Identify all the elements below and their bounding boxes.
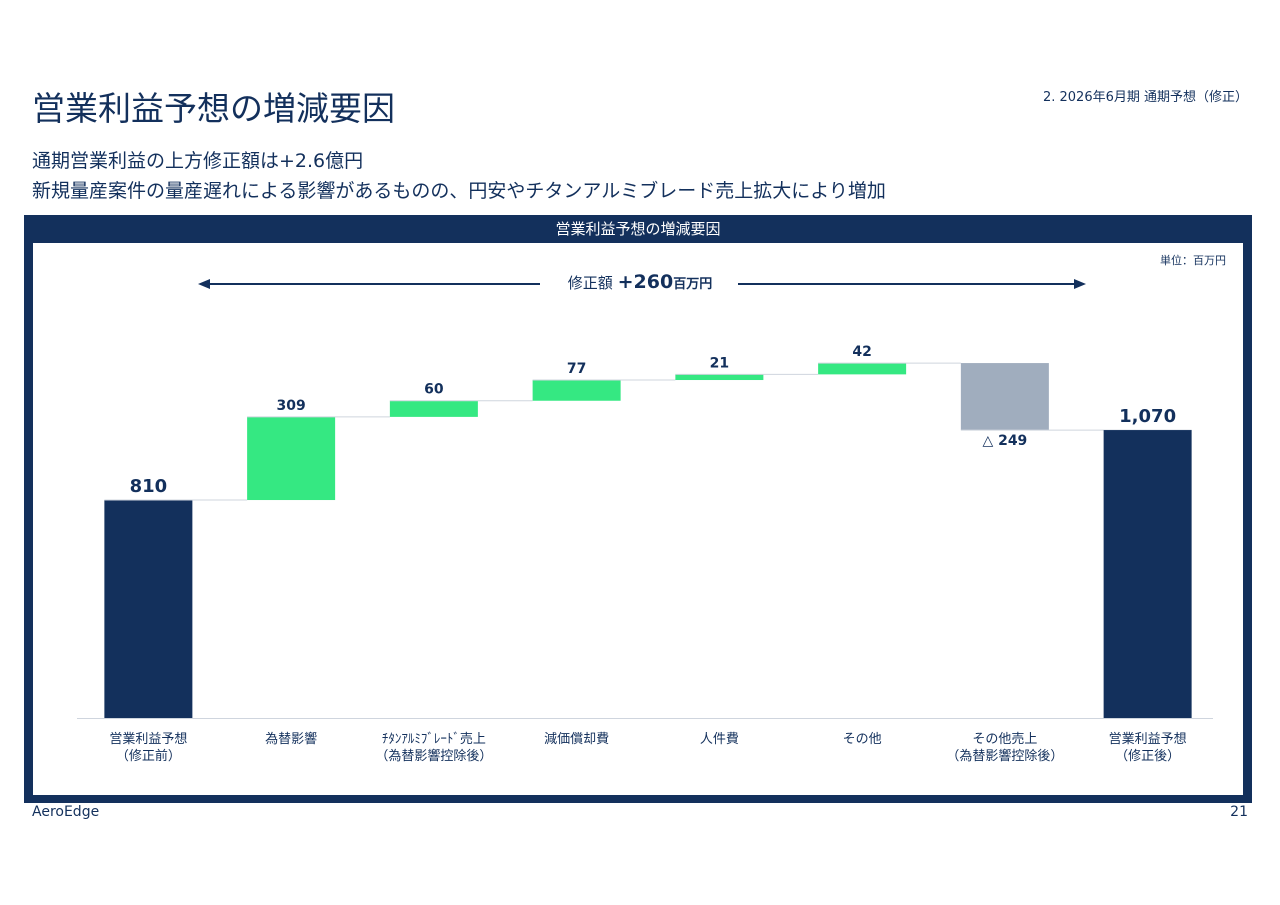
category-label: 人件費 bbox=[699, 732, 739, 747]
category-label: 営業利益予想 （修正前） bbox=[109, 732, 188, 764]
category-label: 減価償却費 bbox=[544, 732, 610, 747]
bar bbox=[1103, 430, 1192, 718]
value-label: 42 bbox=[852, 344, 871, 360]
bar bbox=[247, 416, 336, 501]
bar bbox=[960, 363, 1049, 431]
chart-panel bbox=[33, 243, 1243, 795]
footer-company: AeroEdge bbox=[32, 804, 100, 820]
page-number: 21 bbox=[1230, 804, 1248, 820]
value-label: △ 249 bbox=[982, 433, 1027, 449]
category-label: 為替影響 bbox=[265, 732, 318, 747]
annotation-prefix: 修正額 bbox=[567, 274, 613, 292]
value-label: 60 bbox=[424, 382, 444, 398]
unit-note: 単位：百万円 bbox=[1160, 254, 1226, 267]
annotation: 修正額 +260百万円 bbox=[540, 271, 740, 293]
value-label: 810 bbox=[130, 476, 168, 497]
bar bbox=[675, 374, 764, 381]
slide-title: 営業利益予想の増減要因 bbox=[32, 89, 395, 128]
bar bbox=[104, 500, 193, 718]
value-label: 309 bbox=[277, 398, 306, 414]
category-label: その他売上 （為替影響控除後） bbox=[946, 732, 1064, 764]
category-label: ﾁﾀﾝｱﾙﾐﾌﾞﾚｰﾄﾞ売上 （為替影響控除後） bbox=[375, 732, 493, 764]
bar bbox=[389, 400, 478, 417]
value-label: 77 bbox=[567, 361, 586, 377]
bar bbox=[818, 363, 907, 375]
section-label: 2. 2026年6月期 通期予想（修正） bbox=[1042, 90, 1248, 105]
subtitle-line: 通期営業利益の上方修正額は+2.6億円 bbox=[32, 150, 364, 172]
category-label: その他 bbox=[842, 732, 882, 747]
annotation-unit: 百万円 bbox=[673, 277, 713, 292]
subtitle-line: 新規量産案件の量産遅れによる影響があるものの、円安やチタンアルミブレード売上拡大… bbox=[32, 180, 886, 202]
value-label: 1,070 bbox=[1119, 406, 1176, 427]
arrow-head bbox=[198, 279, 210, 289]
bar bbox=[532, 380, 621, 401]
annotation-value: +260 bbox=[617, 271, 674, 293]
category-label: 営業利益予想 （修正後） bbox=[1108, 732, 1187, 764]
arrow-head bbox=[1074, 279, 1086, 289]
value-label: 21 bbox=[710, 355, 729, 371]
chart-title: 営業利益予想の増減要因 bbox=[555, 220, 721, 238]
